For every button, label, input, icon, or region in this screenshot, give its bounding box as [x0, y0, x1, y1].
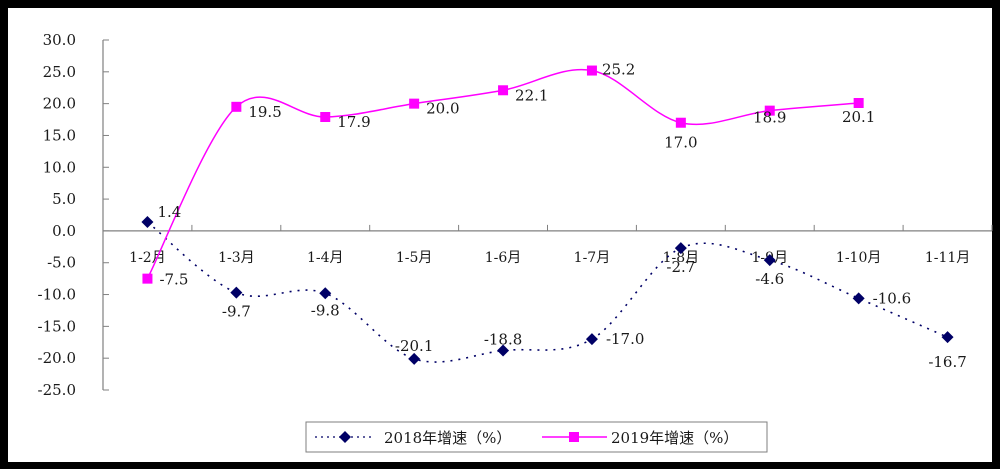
data-label: 1.4 — [157, 203, 181, 221]
data-label: -18.8 — [484, 331, 522, 349]
y-tick-label: -5.0 — [47, 254, 76, 272]
data-label: 18.9 — [753, 109, 786, 127]
axes: 30.0 25.0 20.0 15.0 10.0 5.0 0.0 -5.0 -10.0 -15.0… — [38, 31, 993, 399]
x-tick-label: 1-5月 — [396, 250, 433, 266]
x-tick-label: 1-8月 — [663, 250, 700, 266]
y-tick-label: 10.0 — [43, 158, 76, 176]
y-tick-label: -25.0 — [38, 381, 76, 399]
data-label: -7.5 — [159, 271, 188, 289]
series-0-line — [146, 221, 948, 363]
y-tick-label: -20.0 — [38, 349, 76, 367]
diamond-marker-icon — [141, 216, 154, 228]
diamond-marker-icon — [941, 331, 954, 344]
legend-2019-square-icon — [569, 432, 579, 442]
diamond-marker-icon — [408, 352, 421, 365]
data-label: 20.1 — [842, 108, 875, 126]
x-tick-label: 1-10月 — [836, 250, 881, 266]
diamond-marker-icon — [585, 333, 598, 346]
data-label: 17.9 — [337, 113, 370, 131]
x-tick-label: 1-2月 — [129, 250, 166, 266]
x-tick-label: 1-6月 — [485, 250, 522, 266]
data-label: 25.2 — [602, 61, 635, 79]
data-label: -16.7 — [928, 353, 966, 371]
y-tick-label: 30.0 — [43, 31, 76, 49]
y-tick-label: 0.0 — [52, 222, 76, 240]
data-label: -9.7 — [222, 303, 251, 321]
x-tick-label: 1-7月 — [574, 250, 611, 266]
legend-2018-label: 2018年增速（%） — [384, 429, 511, 447]
data-label: -4.6 — [755, 270, 784, 288]
series-1-line — [146, 68, 859, 279]
diamond-marker-icon — [319, 287, 332, 300]
diamond-marker-icon — [230, 286, 243, 299]
data-label: -10.6 — [873, 289, 911, 307]
x-tick-label: 1-11月 — [925, 250, 970, 266]
square-marker-icon — [409, 98, 420, 109]
data-label: 17.0 — [664, 134, 697, 152]
square-marker-icon — [853, 98, 864, 108]
y-tick-label: -15.0 — [38, 317, 76, 335]
chart-frame — [8, 8, 992, 462]
diamond-marker-icon — [497, 344, 510, 357]
diamond-marker-icon — [852, 292, 865, 305]
data-label: -17.0 — [606, 330, 644, 348]
x-tick-label: 1-4月 — [307, 250, 344, 266]
series-layer — [141, 65, 954, 365]
diamond-marker-icon — [763, 254, 776, 267]
legend: 2018年增速（%） 2019年增速（%） — [305, 421, 768, 453]
legend-2019-label: 2019年增速（%） — [611, 429, 738, 447]
data-label: -2.7 — [666, 258, 695, 276]
y-tick-label: 25.0 — [43, 63, 76, 81]
square-marker-icon — [764, 105, 775, 116]
data-labels: 1.4 -9.7 -9.8 -20.1 -18.8 -17.0 -2.7 -4.6 -10.6 -… — [157, 61, 966, 372]
y-tick-label: 15.0 — [43, 126, 76, 144]
square-marker-icon — [586, 65, 597, 76]
y-tick-label: 20.0 — [43, 95, 76, 113]
y-tick-label: -10.0 — [38, 286, 76, 304]
data-label: 22.1 — [515, 86, 548, 104]
square-marker-icon — [231, 101, 242, 112]
square-marker-icon — [320, 112, 331, 122]
y-tick-label: 5.0 — [52, 190, 76, 208]
legend-2018-diamond-icon — [339, 431, 351, 443]
legend-box — [305, 421, 768, 453]
data-label: 19.5 — [248, 103, 281, 121]
square-marker-icon — [498, 85, 509, 96]
x-tick-label: 1-3月 — [218, 250, 255, 266]
data-label: -9.8 — [311, 301, 340, 319]
square-marker-icon — [142, 273, 153, 284]
square-marker-icon — [675, 117, 686, 128]
diamond-marker-icon — [674, 242, 687, 255]
data-label: -20.1 — [395, 337, 433, 355]
data-label: 20.0 — [426, 100, 459, 118]
